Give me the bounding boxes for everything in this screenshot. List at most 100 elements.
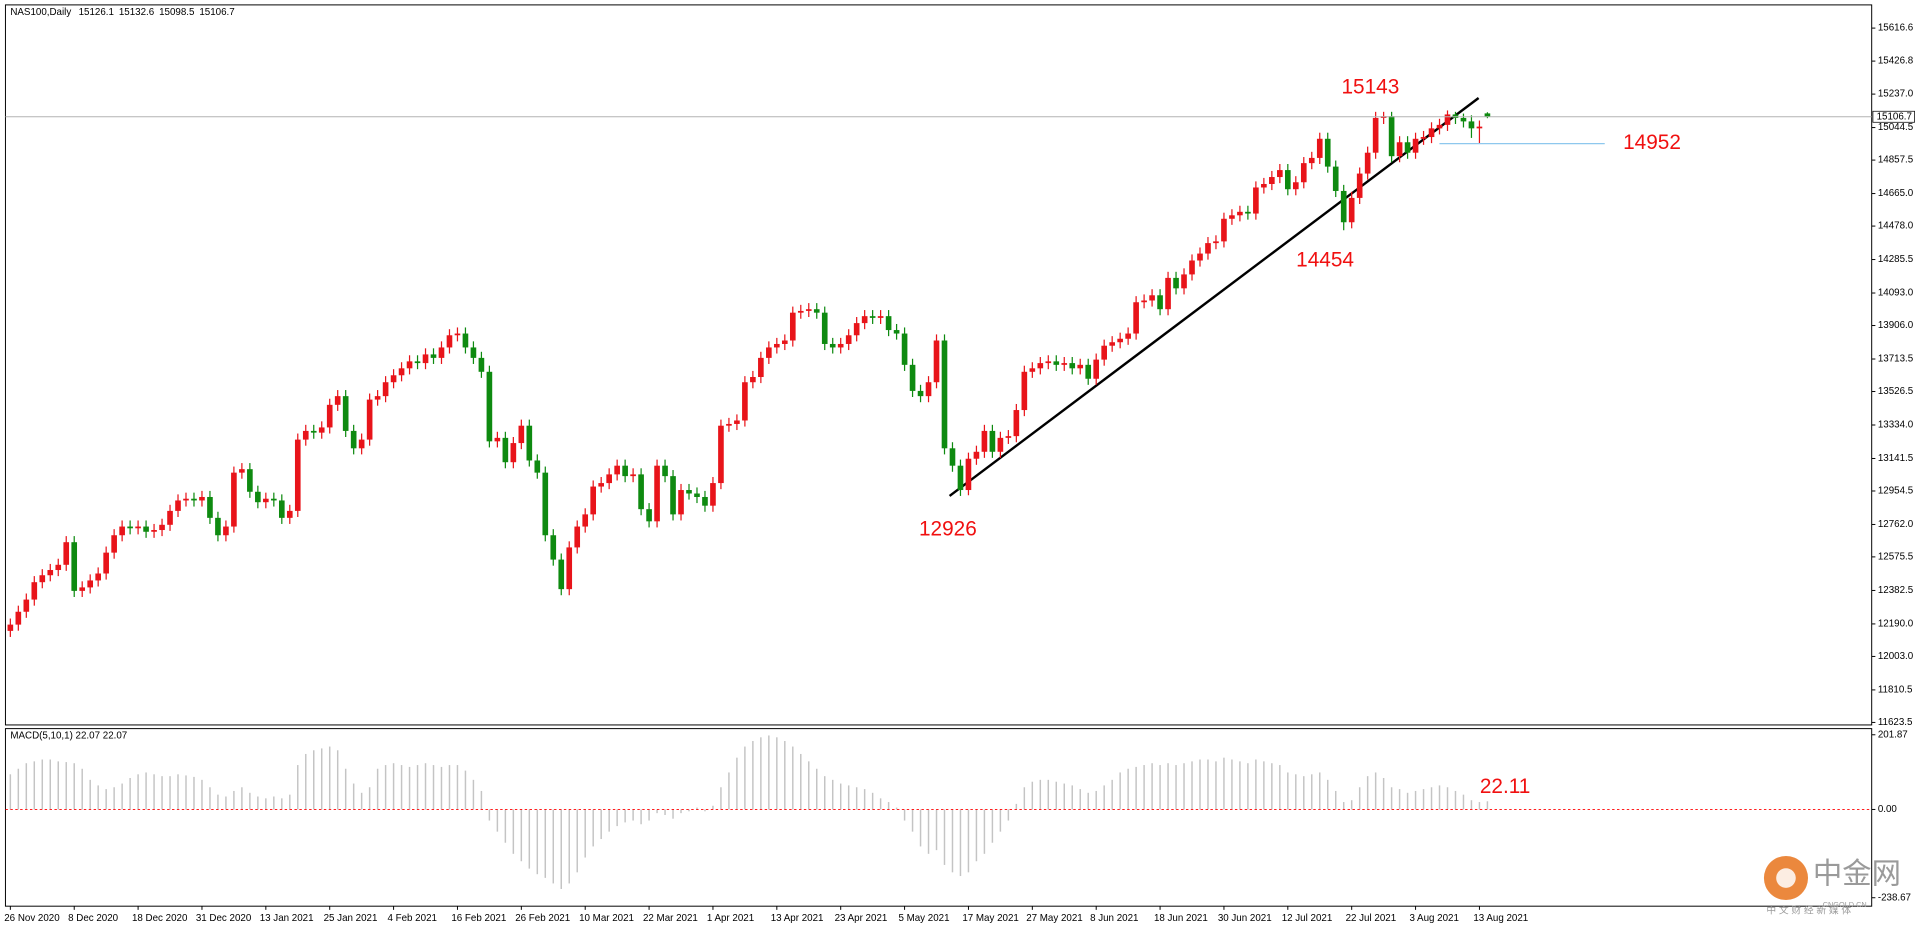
candle-body [382, 382, 389, 397]
candle-body [286, 510, 293, 518]
candle-body [366, 399, 373, 440]
candle-body [861, 316, 868, 324]
candle-body [430, 354, 437, 358]
candle-body [1476, 126, 1483, 129]
macd-title: MACD(5,10,1) 22.07 22.07 [10, 731, 127, 742]
candle-body [191, 498, 197, 501]
x-tick-label: 17 May 2021 [962, 913, 1019, 924]
candle-body [510, 443, 517, 463]
candle-body [997, 437, 1004, 452]
last-close: 15106.7 [199, 7, 234, 18]
candle-body [1372, 117, 1379, 153]
candle-body [1308, 157, 1315, 164]
x-tick-label: 13 Aug 2021 [1473, 913, 1528, 924]
watermark-name: 中金网 [1813, 857, 1901, 890]
macd-panel-frame [4, 728, 1873, 907]
y-tick-label: 14665.0 [1878, 188, 1914, 199]
candle-body [278, 500, 285, 518]
y-tick-label: 12575.5 [1878, 551, 1914, 562]
candle-body [1396, 142, 1403, 157]
candle-body [630, 474, 636, 477]
candle-body [750, 377, 756, 383]
candle-body [302, 430, 309, 440]
y-tick-label: 11810.5 [1878, 685, 1913, 696]
candle-body [422, 354, 429, 364]
x-tick-label: 10 Mar 2021 [579, 913, 634, 924]
candle-body [766, 347, 772, 358]
candle-body [1253, 187, 1259, 214]
candle-body [1285, 170, 1291, 190]
candle-body [1404, 142, 1411, 153]
candle-body [1229, 215, 1235, 219]
y-tick-label: 15044.5 [1878, 122, 1914, 133]
y-tick-label: 15616.6 [1878, 23, 1914, 34]
candle-body [1436, 124, 1443, 129]
y-tick-label: 13526.5 [1878, 386, 1914, 397]
y-tick-label: 15237.0 [1878, 89, 1914, 100]
x-tick-label: 8 Jun 2021 [1090, 913, 1138, 924]
candle-body [1165, 277, 1171, 310]
candle-body [710, 483, 716, 506]
candle-body [1340, 190, 1347, 223]
candle-body [326, 404, 333, 428]
candle-body [1157, 295, 1163, 310]
y-tick-label: 201.87 [1878, 729, 1908, 740]
candle-body [550, 535, 557, 560]
candle-body [574, 526, 581, 548]
candle-body [414, 361, 421, 364]
x-tick-label: 5 May 2021 [898, 913, 949, 924]
candle-body [494, 437, 501, 442]
candle-body [255, 491, 261, 503]
candle-body [558, 559, 565, 590]
candle-body [231, 472, 237, 527]
candle-body [1101, 345, 1107, 360]
marks: 15616.6 15426.8 15237.0 15044.5 14857.5 14665… [4, 23, 1915, 924]
candle-body [167, 510, 173, 525]
candle-body [159, 524, 165, 531]
y-tick-label: 12382.5 [1878, 585, 1914, 596]
watermark-url: CNGOLD.CN [1823, 900, 1867, 909]
candle-body [1029, 368, 1036, 372]
candle-body [1269, 177, 1275, 184]
candle-body [726, 423, 732, 426]
candle-body [654, 465, 660, 522]
candle-body [406, 361, 413, 369]
y-tick-label: 14857.5 [1878, 155, 1914, 166]
y-tick-label: 0.00 [1878, 804, 1898, 815]
candle-body [1005, 436, 1012, 438]
candle-body [1221, 218, 1227, 242]
candle-body [1324, 138, 1331, 167]
candle-body [614, 465, 620, 475]
candle-body [781, 340, 788, 344]
candle-body [1181, 274, 1187, 289]
candle-body [247, 469, 253, 492]
candle-body [686, 490, 692, 494]
candle-body [55, 564, 62, 571]
candle-body [821, 312, 828, 344]
candle-body [127, 526, 133, 529]
candle-body [1093, 359, 1100, 379]
candle-body [702, 496, 708, 506]
candle-body [1061, 363, 1068, 365]
x-tick-label: 30 Jun 2021 [1218, 913, 1272, 924]
watermark-tagline: 中 文 财 经 新 媒 体 [1766, 904, 1851, 917]
candle-body [199, 496, 205, 501]
candle-body [1261, 183, 1267, 188]
symbol: NAS100,Daily [10, 7, 71, 18]
last-low: 15098.5 [159, 7, 195, 18]
candle-body [734, 420, 740, 424]
candle-body [542, 472, 549, 536]
candle-body [1133, 302, 1139, 334]
candle-body [1348, 197, 1355, 223]
x-tick-label: 25 Jan 2021 [324, 913, 378, 924]
candle-body [805, 309, 812, 311]
candle-body [909, 364, 916, 391]
candle-body [239, 469, 245, 473]
candle-body [7, 624, 14, 631]
y-tick-label: 11623.5 [1878, 717, 1913, 728]
candle-body [446, 335, 453, 348]
candle-body [1245, 211, 1251, 214]
candle-body [71, 542, 78, 591]
candle-body [486, 371, 493, 442]
